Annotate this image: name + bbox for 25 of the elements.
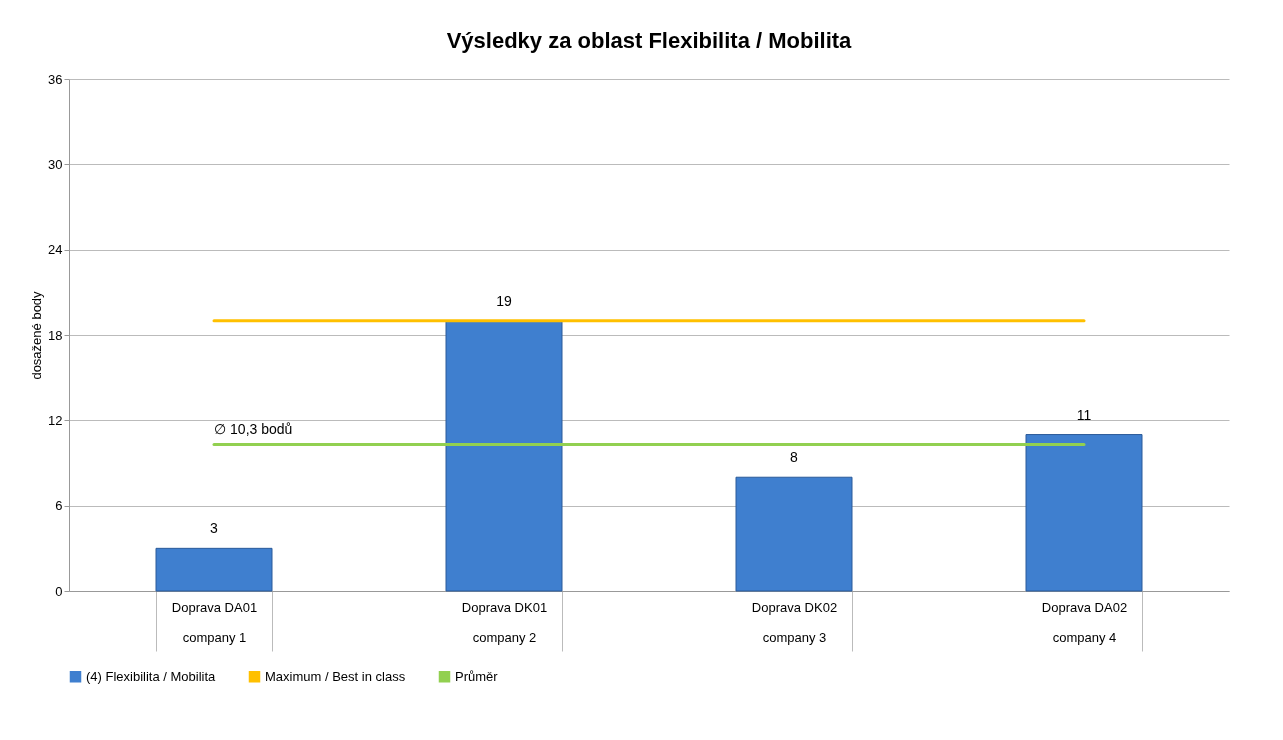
x-tick-label: Doprava DK01 company 2 xyxy=(461,599,548,645)
bar xyxy=(155,547,273,592)
data-label: 11 xyxy=(1076,406,1092,423)
data-label: 8 xyxy=(790,449,799,466)
data-label: 19 xyxy=(496,292,512,309)
x-tick-label: Doprava DK02 company 3 xyxy=(751,599,838,645)
y-tick-label: 30 xyxy=(48,156,63,172)
y-tick-label: 24 xyxy=(48,242,63,258)
x-tick-label: Doprava DA02 company 4 xyxy=(1041,599,1128,645)
y-tick-label: 36 xyxy=(48,71,63,87)
chart-title: Výsledky za oblast Flexibilita / Mobilita xyxy=(446,28,853,53)
bar xyxy=(735,476,853,592)
y-tick-label: 6 xyxy=(55,498,63,514)
legend-label: (4) Flexibilita / Mobilita xyxy=(86,668,217,684)
y-tick-label: 18 xyxy=(48,327,63,343)
legend-label: Průměr xyxy=(455,668,499,684)
x-tick-label: Doprava DA01 company 1 xyxy=(171,599,258,645)
y-tick-label: 0 xyxy=(55,583,63,599)
y-tick-label: 12 xyxy=(48,412,63,428)
bar xyxy=(445,320,563,592)
y-axis-title: dosažené body xyxy=(29,290,45,380)
bar xyxy=(1025,434,1143,592)
legend-label: Maximum / Best in class xyxy=(265,668,406,684)
annotation: ∅ 10,3 bodů xyxy=(214,420,293,437)
data-label: 3 xyxy=(210,520,219,537)
